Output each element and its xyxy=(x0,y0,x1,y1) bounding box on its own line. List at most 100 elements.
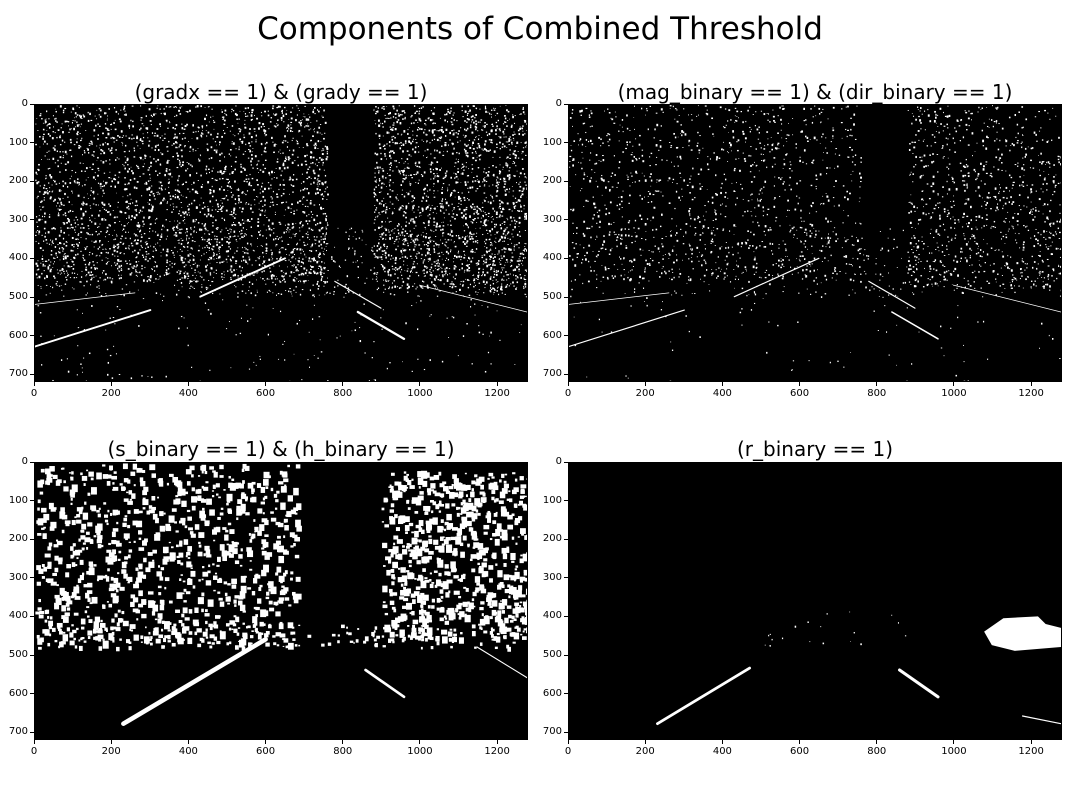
y-tick-label: 700 xyxy=(8,726,28,738)
y-tick-mark xyxy=(30,103,34,105)
x-tick-mark xyxy=(644,382,646,386)
y-tick-mark xyxy=(30,335,34,337)
y-tick-mark xyxy=(30,180,34,182)
x-tick-mark xyxy=(876,740,878,744)
y-tick-label: 600 xyxy=(542,687,562,699)
x-tick-mark xyxy=(33,382,35,386)
x-tick-label: 200 xyxy=(101,388,121,399)
x-tick-mark xyxy=(419,740,421,744)
y-tick-label: 100 xyxy=(8,494,28,506)
x-tick-mark xyxy=(419,382,421,386)
x-tick-label: 1200 xyxy=(484,746,510,757)
x-tick-label: 400 xyxy=(178,388,198,399)
y-tick-label: 600 xyxy=(8,329,28,341)
x-tick-mark xyxy=(496,382,498,386)
y-tick-mark xyxy=(564,731,568,733)
y-tick-mark xyxy=(30,731,34,733)
binary-image-panel xyxy=(568,462,1062,740)
figure-title: Components of Combined Threshold xyxy=(257,11,823,47)
x-tick-mark xyxy=(342,740,344,744)
y-tick-label: 700 xyxy=(542,726,562,738)
y-tick-mark xyxy=(564,500,568,502)
x-tick-mark xyxy=(187,740,189,744)
y-tick-mark xyxy=(30,693,34,695)
y-tick-label: 600 xyxy=(542,329,562,341)
x-tick-label: 1000 xyxy=(941,746,967,757)
panel-title: (r_binary == 1) xyxy=(736,437,894,461)
binary-image xyxy=(35,105,527,381)
y-tick-mark xyxy=(564,654,568,656)
y-tick-mark xyxy=(30,538,34,540)
y-tick-mark xyxy=(30,296,34,298)
x-tick-mark xyxy=(953,740,955,744)
y-tick-label: 200 xyxy=(542,175,562,187)
x-tick-mark xyxy=(567,382,569,386)
y-tick-label: 300 xyxy=(8,213,28,225)
y-tick-mark xyxy=(564,296,568,298)
y-tick-label: 0 xyxy=(555,456,562,467)
x-tick-label: 400 xyxy=(178,746,198,757)
y-tick-label: 300 xyxy=(542,571,562,583)
x-tick-label: 1000 xyxy=(941,388,967,399)
x-tick-mark xyxy=(110,382,112,386)
y-tick-label: 500 xyxy=(542,649,562,661)
y-tick-mark xyxy=(564,180,568,182)
binary-image xyxy=(569,105,1061,381)
y-tick-label: 400 xyxy=(8,252,28,264)
x-tick-label: 200 xyxy=(101,746,121,757)
y-tick-label: 300 xyxy=(542,213,562,225)
x-tick-mark xyxy=(799,740,801,744)
y-tick-label: 100 xyxy=(542,494,562,506)
binary-image xyxy=(35,463,527,726)
x-tick-label: 0 xyxy=(30,746,38,757)
x-tick-mark xyxy=(110,740,112,744)
y-tick-mark xyxy=(30,654,34,656)
x-tick-label: 600 xyxy=(256,746,276,757)
x-tick-label: 600 xyxy=(790,388,810,399)
x-tick-label: 400 xyxy=(712,746,732,757)
y-tick-mark xyxy=(30,461,34,463)
x-tick-label: 1200 xyxy=(1018,746,1044,757)
x-tick-label: 800 xyxy=(333,746,353,757)
x-tick-mark xyxy=(187,382,189,386)
y-tick-mark xyxy=(564,142,568,144)
y-tick-mark xyxy=(564,693,568,695)
y-tick-mark xyxy=(564,538,568,540)
x-tick-mark xyxy=(342,382,344,386)
y-tick-mark xyxy=(30,373,34,375)
y-tick-mark xyxy=(564,103,568,105)
binary-image xyxy=(656,611,1061,726)
y-tick-mark xyxy=(564,335,568,337)
y-tick-mark xyxy=(564,461,568,463)
x-tick-label: 800 xyxy=(333,388,353,399)
y-tick-label: 200 xyxy=(542,533,562,545)
y-tick-mark xyxy=(564,615,568,617)
binary-image-panel xyxy=(34,462,528,740)
y-tick-label: 400 xyxy=(542,252,562,264)
y-tick-label: 700 xyxy=(542,368,562,380)
x-tick-label: 600 xyxy=(790,746,810,757)
x-tick-label: 0 xyxy=(564,746,572,757)
x-tick-mark xyxy=(1030,382,1032,386)
y-tick-label: 0 xyxy=(21,456,28,467)
y-tick-mark xyxy=(30,577,34,579)
x-tick-label: 400 xyxy=(712,388,732,399)
y-tick-mark xyxy=(30,500,34,502)
y-tick-mark xyxy=(30,615,34,617)
binary-image-panel xyxy=(34,104,528,382)
y-tick-label: 600 xyxy=(8,687,28,699)
y-tick-mark xyxy=(564,219,568,221)
x-tick-label: 0 xyxy=(30,388,38,399)
y-tick-label: 200 xyxy=(8,533,28,545)
x-tick-mark xyxy=(33,740,35,744)
x-tick-label: 800 xyxy=(867,746,887,757)
binary-image-panel xyxy=(568,104,1062,382)
panel-title: (mag_binary == 1) & (dir_binary == 1) xyxy=(617,80,1013,104)
y-tick-label: 200 xyxy=(8,175,28,187)
x-tick-label: 1000 xyxy=(407,388,433,399)
y-tick-label: 400 xyxy=(8,610,28,622)
y-tick-label: 500 xyxy=(8,291,28,303)
panel-title: (s_binary == 1) & (h_binary == 1) xyxy=(107,437,455,461)
panel-title: (gradx == 1) & (grady == 1) xyxy=(134,80,428,104)
x-tick-label: 1200 xyxy=(484,388,510,399)
